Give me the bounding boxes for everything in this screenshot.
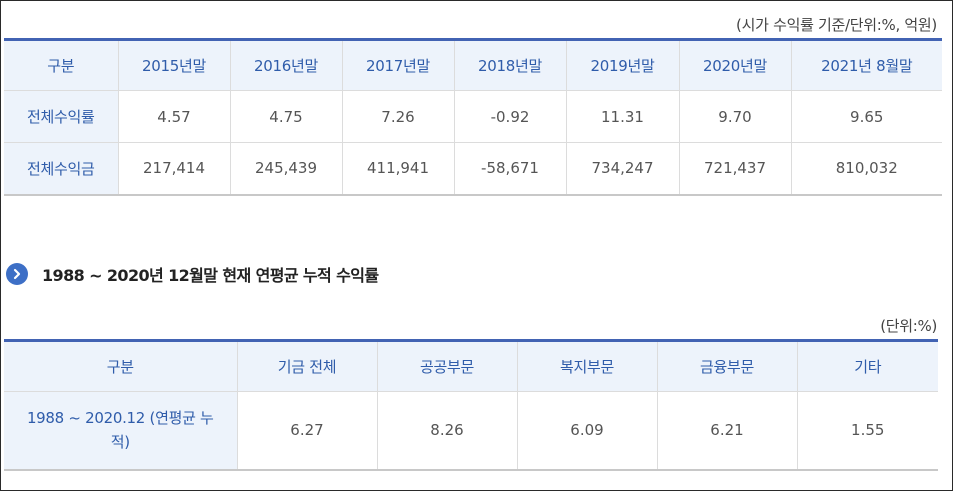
table-cell: -0.92 <box>453 90 567 143</box>
row-header: 전체수익률 <box>4 90 119 143</box>
section-title-text: 1988 ~ 2020년 12월말 현재 연평균 누적 수익률 <box>42 266 379 285</box>
table-cell: 9.65 <box>790 90 942 143</box>
table2-unit-note: (단위:%) <box>880 317 937 335</box>
column-header: 복지부문 <box>516 340 658 392</box>
table-cell: 721,437 <box>678 142 792 195</box>
table-cell: 6.27 <box>236 391 378 470</box>
table-cell: 411,941 <box>341 142 455 195</box>
table-cell: 11.31 <box>565 90 680 143</box>
table-cell: 6.09 <box>516 391 658 470</box>
table1-unit-note: (시가 수익률 기준/단위:%, 억원) <box>736 16 937 34</box>
table-cell: 8.26 <box>376 391 518 470</box>
column-header: 2016년말 <box>229 39 343 91</box>
column-header: 2020년말 <box>678 39 792 91</box>
column-header: 공공부문 <box>376 340 518 392</box>
annual-returns-table: 구분 2015년말 2016년말 2017년말 2018년말 2019년말 20… <box>4 38 942 196</box>
table-header-row: 구분 2015년말 2016년말 2017년말 2018년말 2019년말 20… <box>4 39 942 91</box>
column-header: 금융부문 <box>656 340 798 392</box>
table-header-row: 구분 기금 전체 공공부문 복지부문 금융부문 기타 <box>4 340 938 392</box>
table-cell: 810,032 <box>790 142 942 195</box>
table-row: 전체수익률 4.57 4.75 7.26 -0.92 11.31 9.70 9.… <box>4 90 942 143</box>
table-cell: 734,247 <box>565 142 680 195</box>
column-header: 기금 전체 <box>236 340 378 392</box>
table-row: 전체수익금 217,414 245,439 411,941 -58,671 73… <box>4 142 942 195</box>
column-header: 구분 <box>4 39 119 91</box>
section-title: 1988 ~ 2020년 12월말 현재 연평균 누적 수익률 <box>6 262 379 286</box>
row-header: 1988 ~ 2020.12 (연평균 누적) <box>4 391 238 470</box>
table-cell: 7.26 <box>341 90 455 143</box>
table-row: 1988 ~ 2020.12 (연평균 누적) 6.27 8.26 6.09 6… <box>4 391 938 470</box>
chevron-right-icon <box>6 263 28 285</box>
table-cell: 4.75 <box>229 90 343 143</box>
table-cell: 1.55 <box>796 391 938 470</box>
column-header: 기타 <box>796 340 938 392</box>
table-cell: 4.57 <box>117 90 231 143</box>
table-cell: 245,439 <box>229 142 343 195</box>
row-header: 전체수익금 <box>4 142 119 195</box>
table-cell: 217,414 <box>117 142 231 195</box>
table-cell: 6.21 <box>656 391 798 470</box>
column-header: 구분 <box>4 340 238 392</box>
column-header: 2017년말 <box>341 39 455 91</box>
column-header: 2015년말 <box>117 39 231 91</box>
column-header: 2019년말 <box>565 39 680 91</box>
table-cell: 9.70 <box>678 90 792 143</box>
column-header: 2021년 8월말 <box>790 39 942 91</box>
table-cell: -58,671 <box>453 142 567 195</box>
cumulative-returns-table: 구분 기금 전체 공공부문 복지부문 금융부문 기타 1988 ~ 2020.1… <box>4 339 938 471</box>
column-header: 2018년말 <box>453 39 567 91</box>
